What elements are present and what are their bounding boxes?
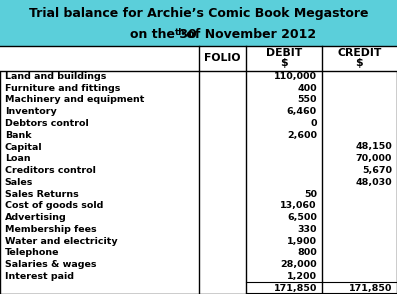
Text: 48,030: 48,030 — [356, 178, 392, 187]
Text: Water and electricity: Water and electricity — [5, 237, 118, 245]
Text: 70,000: 70,000 — [356, 154, 392, 163]
Text: 1,900: 1,900 — [287, 237, 317, 245]
Text: Land and buildings: Land and buildings — [5, 72, 106, 81]
Text: Advertising: Advertising — [5, 213, 67, 222]
Text: 171,850: 171,850 — [274, 284, 317, 293]
Text: Creditors control: Creditors control — [5, 166, 96, 175]
Text: th: th — [175, 28, 185, 36]
Text: 48,150: 48,150 — [355, 143, 392, 151]
Text: 0: 0 — [310, 119, 317, 128]
Bar — [0, 46, 397, 71]
Text: Debtors control: Debtors control — [5, 119, 89, 128]
Text: Interest paid: Interest paid — [5, 272, 74, 281]
Text: 1,200: 1,200 — [287, 272, 317, 281]
Text: Sales Returns: Sales Returns — [5, 190, 79, 198]
Text: 330: 330 — [297, 225, 317, 234]
Bar — [0, 0, 397, 46]
Text: Bank: Bank — [5, 131, 31, 140]
Text: Salaries & wages: Salaries & wages — [5, 260, 96, 269]
Text: Capital: Capital — [5, 143, 42, 151]
Text: 2,600: 2,600 — [287, 131, 317, 140]
Text: 13,060: 13,060 — [280, 201, 317, 210]
Text: 171,850: 171,850 — [349, 284, 392, 293]
Text: Sales: Sales — [5, 178, 33, 187]
Text: Inventory: Inventory — [5, 107, 56, 116]
Text: DEBIT
$: DEBIT $ — [266, 48, 302, 68]
Text: Trial balance for Archie’s Comic Book Megastore: Trial balance for Archie’s Comic Book Me… — [29, 7, 368, 20]
Text: CREDIT
$: CREDIT $ — [337, 48, 382, 68]
Text: FOLIO: FOLIO — [204, 53, 241, 63]
Text: 6,460: 6,460 — [287, 107, 317, 116]
Text: Furniture and fittings: Furniture and fittings — [5, 84, 120, 93]
Text: Machinery and equipment: Machinery and equipment — [5, 96, 144, 104]
Text: 5,670: 5,670 — [362, 166, 392, 175]
Text: 110,000: 110,000 — [274, 72, 317, 81]
Text: 50: 50 — [304, 190, 317, 198]
Text: 400: 400 — [297, 84, 317, 93]
Text: 6,500: 6,500 — [287, 213, 317, 222]
Text: on the 30: on the 30 — [131, 28, 197, 41]
Text: Telephone: Telephone — [5, 248, 59, 257]
Text: Membership fees: Membership fees — [5, 225, 96, 234]
Text: Loan: Loan — [5, 154, 31, 163]
Text: 550: 550 — [297, 96, 317, 104]
Text: 28,000: 28,000 — [280, 260, 317, 269]
Text: 800: 800 — [297, 248, 317, 257]
Text: Cost of goods sold: Cost of goods sold — [5, 201, 103, 210]
Text: of November 2012: of November 2012 — [182, 28, 316, 41]
